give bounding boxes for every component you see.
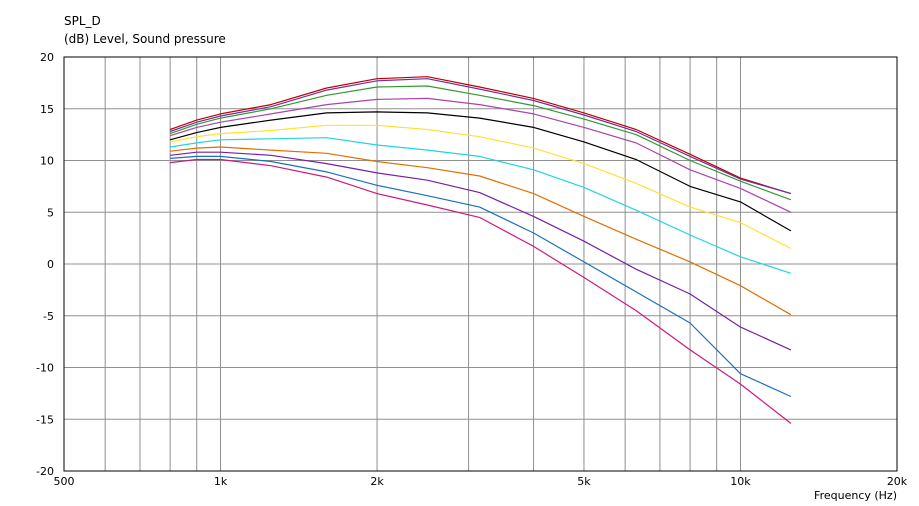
y-tick-label: -5 (43, 310, 54, 323)
series-line (170, 151, 792, 351)
y-tick-label: 5 (47, 206, 54, 219)
series-line (169, 78, 792, 195)
plot-frame (63, 56, 898, 472)
y-tick-label: 10 (40, 155, 54, 168)
chart-subtitle: (dB) Level, Sound pressure (64, 32, 226, 46)
series-line (170, 158, 792, 424)
x-tick-label: 500 (54, 475, 75, 488)
series-line (169, 76, 792, 195)
series-line (169, 97, 792, 213)
y-tick-label: -10 (36, 362, 54, 375)
x-tick-label: 2k (370, 475, 384, 488)
series-line (170, 137, 792, 274)
x-axis-label: Frequency (Hz) (814, 489, 897, 502)
y-tick-label: 15 (40, 103, 54, 116)
x-tick-label: 1k (214, 475, 228, 488)
y-tick-label: 0 (47, 258, 54, 271)
x-tick-label: 20k (887, 475, 908, 488)
x-tick-label: 5k (577, 475, 591, 488)
y-tick-label: -20 (36, 465, 54, 478)
chart-title: SPL_D (64, 14, 101, 28)
series-line (170, 155, 792, 398)
series-line (169, 124, 792, 250)
series-line (170, 146, 792, 316)
x-tick-label: 10k (730, 475, 751, 488)
y-tick-label: -15 (36, 413, 54, 426)
series-line (169, 85, 792, 201)
series-line (169, 111, 792, 232)
y-tick-label: 20 (40, 51, 54, 64)
